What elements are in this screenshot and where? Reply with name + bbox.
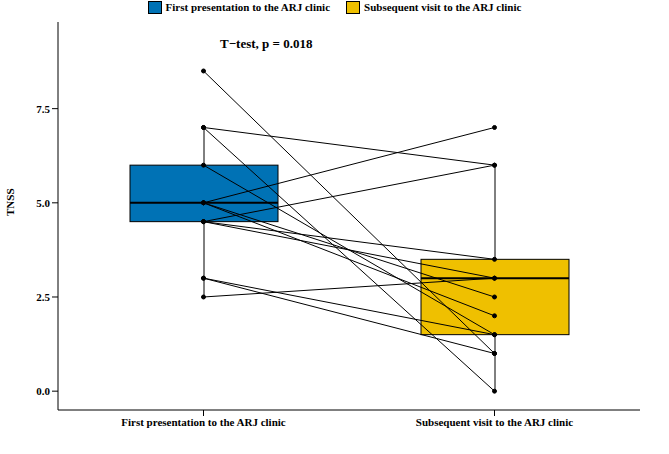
svg-text:0.0: 0.0 (36, 385, 50, 397)
svg-text:TNSS: TNSS (8, 188, 16, 216)
svg-text:2.5: 2.5 (36, 291, 50, 303)
svg-text:Subsequent visit to the ARJ cl: Subsequent visit to the ARJ clinic (416, 416, 573, 428)
html-text:First presentation to the ARJ: First presentation to the ARJ clinic (165, 1, 330, 13)
html-text:T−test, p = 0.018: T−test, p = 0.018 (220, 36, 313, 51)
svg-text:First presentation to the ARJ: First presentation to the ARJ clinic (121, 416, 286, 428)
svg-text:7.5: 7.5 (36, 103, 50, 115)
svg-text:5.0: 5.0 (36, 197, 50, 209)
html-text:Subsequent visit to the ARJ cl: Subsequent visit to the ARJ clinic (364, 1, 522, 13)
